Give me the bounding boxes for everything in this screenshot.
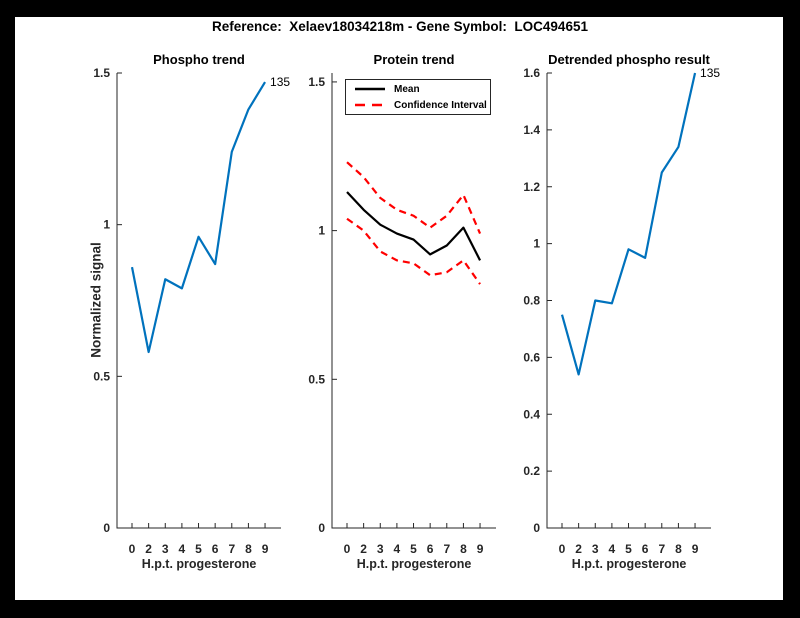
y-axis-label: Normalized signal <box>88 242 104 358</box>
legend-entry-mean: Mean <box>354 82 490 96</box>
ci-lower-line <box>346 217 481 285</box>
x-tick-label: 8 <box>460 542 467 556</box>
figure-title: Reference: Xelaev18034218m - Gene Symbol… <box>212 19 588 34</box>
legend-entry-ci: Confidence Interval <box>354 98 490 112</box>
y-tick-label: 1.2 <box>523 180 540 194</box>
ci-upper-line <box>346 161 482 235</box>
x-tick-label: 5 <box>410 542 417 556</box>
x-tick-label: 5 <box>195 542 202 556</box>
subplot2-title: Protein trend <box>373 52 455 67</box>
x-tick-label: 7 <box>443 542 450 556</box>
x-tick-label: 6 <box>212 542 219 556</box>
y-tick-label: 1.5 <box>93 66 110 80</box>
y-tick-label: 0 <box>103 521 110 535</box>
subplot-1-axes: 00.511.50 2 3 4 5 6 7 8 9 <box>93 66 281 556</box>
y-tick-label: 0.4 <box>523 407 540 421</box>
subplot-2-axes: 00.511.50 2 3 4 5 6 7 8 9 <box>308 73 496 556</box>
x-tick-label: 6 <box>642 542 649 556</box>
x-tick-label: 9 <box>477 542 484 556</box>
subplot3-title: Detrended phospho result <box>548 52 710 67</box>
x-tick-label: 5 <box>625 542 632 556</box>
endpoint-label-subplot3: 135 <box>700 66 721 80</box>
subplot-3-axes: 00.20.40.60.811.21.41.60 2 3 4 5 6 7 8 9 <box>523 66 711 556</box>
x-tick-label: 2 <box>145 542 152 556</box>
y-tick-label: 0.6 <box>523 350 540 364</box>
y-tick-label: 0.2 <box>523 464 540 478</box>
mean-line-icon <box>355 87 385 91</box>
y-tick-label: 1.4 <box>523 123 540 137</box>
subplot1-title: Phospho trend <box>153 52 245 67</box>
x-tick-label: 4 <box>609 542 616 556</box>
axis-spines <box>116 73 281 529</box>
x-tick-label: 7 <box>658 542 665 556</box>
legend-box: Mean Confidence Interval <box>345 79 491 115</box>
subplot3-x-axis-label: H.p.t. progesterone <box>571 557 687 571</box>
x-tick-label: 0 <box>344 542 351 556</box>
axis-spines <box>546 73 711 529</box>
endpoint-label-subplot1: 135 <box>270 75 291 90</box>
y-tick-label: 1 <box>318 224 325 238</box>
subplot1-x-axis-label: H.p.t. progesterone <box>141 557 257 571</box>
x-tick-label: 7 <box>228 542 235 556</box>
y-tick-label: 0.8 <box>523 294 540 308</box>
axis-spines <box>331 73 496 529</box>
x-tick-label: 0 <box>129 542 136 556</box>
x-tick-label: 2 <box>360 542 367 556</box>
x-tick-label: 2 <box>575 542 582 556</box>
x-tick-label: 9 <box>692 542 699 556</box>
subplot2-x-axis-label: H.p.t. progesterone <box>356 557 472 571</box>
y-tick-label: 0.5 <box>93 369 110 383</box>
y-tick-label: 1.6 <box>523 66 540 80</box>
legend-ci-label: Confidence Interval <box>394 99 487 111</box>
x-tick-label: 3 <box>377 542 384 556</box>
x-tick-label: 4 <box>394 542 401 556</box>
phospho-signal-line <box>130 81 266 354</box>
x-tick-label: 3 <box>592 542 599 556</box>
ci-dashed-line-icon <box>355 103 385 107</box>
x-tick-label: 0 <box>559 542 566 556</box>
x-tick-label: 6 <box>427 542 434 556</box>
x-tick-label: 8 <box>245 542 252 556</box>
y-tick-label: 1 <box>103 218 110 232</box>
y-tick-label: 0 <box>318 521 325 535</box>
x-tick-label: 8 <box>675 542 682 556</box>
detrended-phospho-line <box>560 72 697 376</box>
x-tick-label: 3 <box>162 542 169 556</box>
y-tick-label: 0.5 <box>308 372 325 386</box>
y-tick-label: 1.5 <box>308 75 325 89</box>
mean-line <box>346 191 482 261</box>
x-tick-label: 9 <box>262 542 269 556</box>
y-tick-label: 1 <box>533 237 540 251</box>
legend-mean-label: Mean <box>394 83 420 95</box>
x-tick-label: 4 <box>179 542 186 556</box>
y-tick-label: 0 <box>533 521 540 535</box>
